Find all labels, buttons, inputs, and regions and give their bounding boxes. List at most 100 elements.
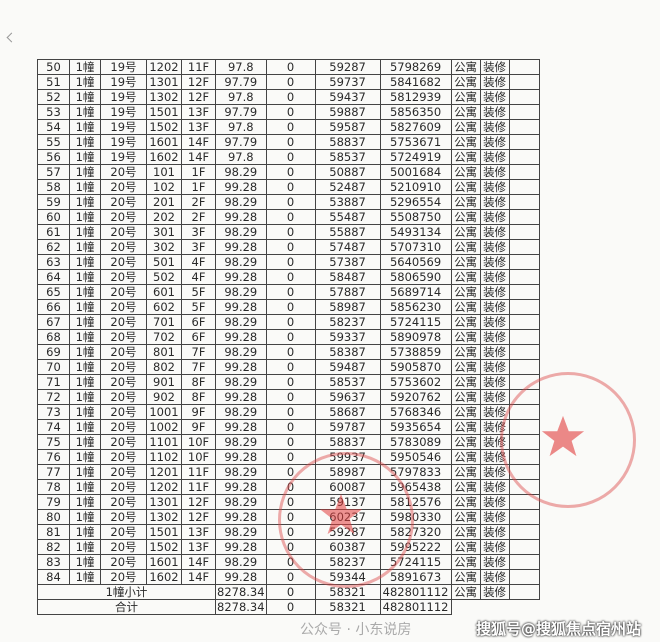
unit-price-cell: 57887 <box>314 284 381 300</box>
room-cell: 501 <box>146 254 182 270</box>
floor-cell: 12F <box>181 509 216 525</box>
building-cell: 1幢 <box>69 314 101 330</box>
table-row: 84 1幢 20号 1602 14F 99.28 0 59344 5891673 公寓 装修 <box>37 569 540 585</box>
table-row: 56 1幢 19号 1602 14F 97.8 0 58537 5724919 公寓 装修 <box>37 149 540 165</box>
decoration-cell: 装修 <box>479 404 510 420</box>
usage-type-cell: 公寓 <box>450 494 481 510</box>
building-cell: 1幢 <box>69 539 101 555</box>
blank-cell <box>508 479 540 495</box>
building-cell: 1幢 <box>69 164 101 180</box>
row-number-cell: 64 <box>37 269 70 285</box>
blank-cell <box>508 404 540 420</box>
unit-cell: 19号 <box>100 104 147 120</box>
unit-price-cell: 60087 <box>314 479 381 495</box>
unit-cell: 20号 <box>100 449 147 465</box>
zero-value-cell: 0 <box>265 164 316 180</box>
usage-type-cell: 公寓 <box>450 314 481 330</box>
table-row: 68 1幢 20号 702 6F 99.28 0 59337 5890978 公寓 装修 <box>37 329 540 345</box>
unit-cell: 20号 <box>100 509 147 525</box>
blank-cell <box>508 89 540 105</box>
decoration-cell: 装修 <box>479 239 510 255</box>
row-number-cell: 57 <box>37 164 70 180</box>
building-cell: 1幢 <box>69 74 101 90</box>
decoration-cell: 装修 <box>479 284 510 300</box>
row-number-cell: 62 <box>37 239 70 255</box>
building-cell: 1幢 <box>69 329 101 345</box>
total-price-cell: 5812576 <box>379 494 452 510</box>
table-row: 66 1幢 20号 602 5F 99.28 0 58987 5856230 公寓 装修 <box>37 299 540 315</box>
room-cell: 1001 <box>146 404 182 420</box>
row-number-cell: 80 <box>37 509 70 525</box>
building-cell: 1幢 <box>69 254 101 270</box>
total-price-cell: 5724115 <box>379 554 452 570</box>
unit-cell: 20号 <box>100 419 147 435</box>
floor-cell: 4F <box>181 254 216 270</box>
floor-cell: 4F <box>181 269 216 285</box>
table-row: 53 1幢 19号 1501 13F 97.79 0 59887 5856350 公寓 装修 <box>37 104 540 120</box>
total-price-cell: 5508750 <box>379 209 452 225</box>
area-cell: 98.29 <box>215 524 267 540</box>
blank-cell <box>508 224 540 240</box>
floor-cell: 1F <box>181 164 216 180</box>
table-row: 54 1幢 19号 1502 13F 97.8 0 59587 5827609 公寓 装修 <box>37 119 540 135</box>
building-cell: 1幢 <box>69 269 101 285</box>
table-row: 69 1幢 20号 801 7F 98.29 0 58387 5738859 公寓 装修 <box>37 344 540 360</box>
unit-price-cell: 59344 <box>314 569 381 585</box>
zero-value-cell: 0 <box>265 359 316 375</box>
unit-price-cell: 58687 <box>314 404 381 420</box>
room-cell: 1301 <box>146 74 182 90</box>
row-number-cell: 67 <box>37 314 70 330</box>
zero-value-cell: 0 <box>265 194 316 210</box>
table-row: 65 1幢 20号 601 5F 98.29 0 57887 5689714 公寓 装修 <box>37 284 540 300</box>
zero-value-cell: 0 <box>265 254 316 270</box>
decoration-cell: 装修 <box>479 329 510 345</box>
room-cell: 202 <box>146 209 182 225</box>
total-price-cell: 5707310 <box>379 239 452 255</box>
blank-cell <box>508 449 540 465</box>
area-cell: 97.8 <box>215 149 267 165</box>
subtotal-blank-cell <box>508 584 540 600</box>
table-row: 57 1幢 20号 101 1F 98.29 0 50887 5001684 公寓 装修 <box>37 164 540 180</box>
total-price-cell: 5827609 <box>379 119 452 135</box>
total-price-cell: 5296554 <box>379 194 452 210</box>
blank-cell <box>508 149 540 165</box>
decoration-cell: 装修 <box>479 509 510 525</box>
room-cell: 1101 <box>146 434 182 450</box>
subtotal-total-cell: 482801112 <box>379 584 452 600</box>
zero-value-cell: 0 <box>265 389 316 405</box>
unit-cell: 20号 <box>100 464 147 480</box>
decoration-cell: 装修 <box>479 374 510 390</box>
blank-cell <box>508 344 540 360</box>
usage-type-cell: 公寓 <box>450 59 481 75</box>
floor-cell: 12F <box>181 494 216 510</box>
building-cell: 1幢 <box>69 419 101 435</box>
total-price-cell: 5995222 <box>379 539 452 555</box>
unit-cell: 20号 <box>100 389 147 405</box>
usage-type-cell: 公寓 <box>450 89 481 105</box>
floor-cell: 13F <box>181 119 216 135</box>
zero-value-cell: 0 <box>265 104 316 120</box>
floor-cell: 9F <box>181 419 216 435</box>
floor-cell: 3F <box>181 239 216 255</box>
usage-type-cell: 公寓 <box>450 149 481 165</box>
blank-cell <box>508 329 540 345</box>
zero-value-cell: 0 <box>265 539 316 555</box>
total-price-cell: 5950546 <box>379 449 452 465</box>
row-number-cell: 73 <box>37 404 70 420</box>
grand_total-price-cell: 58321 <box>314 599 381 615</box>
floor-cell: 14F <box>181 569 216 585</box>
total-price-cell: 5724919 <box>379 149 452 165</box>
building-cell: 1幢 <box>69 284 101 300</box>
room-cell: 1201 <box>146 464 182 480</box>
decoration-cell: 装修 <box>479 524 510 540</box>
blank-cell <box>508 284 540 300</box>
subtotal-row: 1幢小计 8278.34 0 58321 482801112 公寓 装修 <box>37 584 540 600</box>
zero-value-cell: 0 <box>265 299 316 315</box>
floor-cell: 8F <box>181 374 216 390</box>
usage-type-cell: 公寓 <box>450 74 481 90</box>
decoration-cell: 装修 <box>479 434 510 450</box>
decoration-cell: 装修 <box>479 449 510 465</box>
building-cell: 1幢 <box>69 194 101 210</box>
area-cell: 99.28 <box>215 569 267 585</box>
total-price-cell: 5856350 <box>379 104 452 120</box>
